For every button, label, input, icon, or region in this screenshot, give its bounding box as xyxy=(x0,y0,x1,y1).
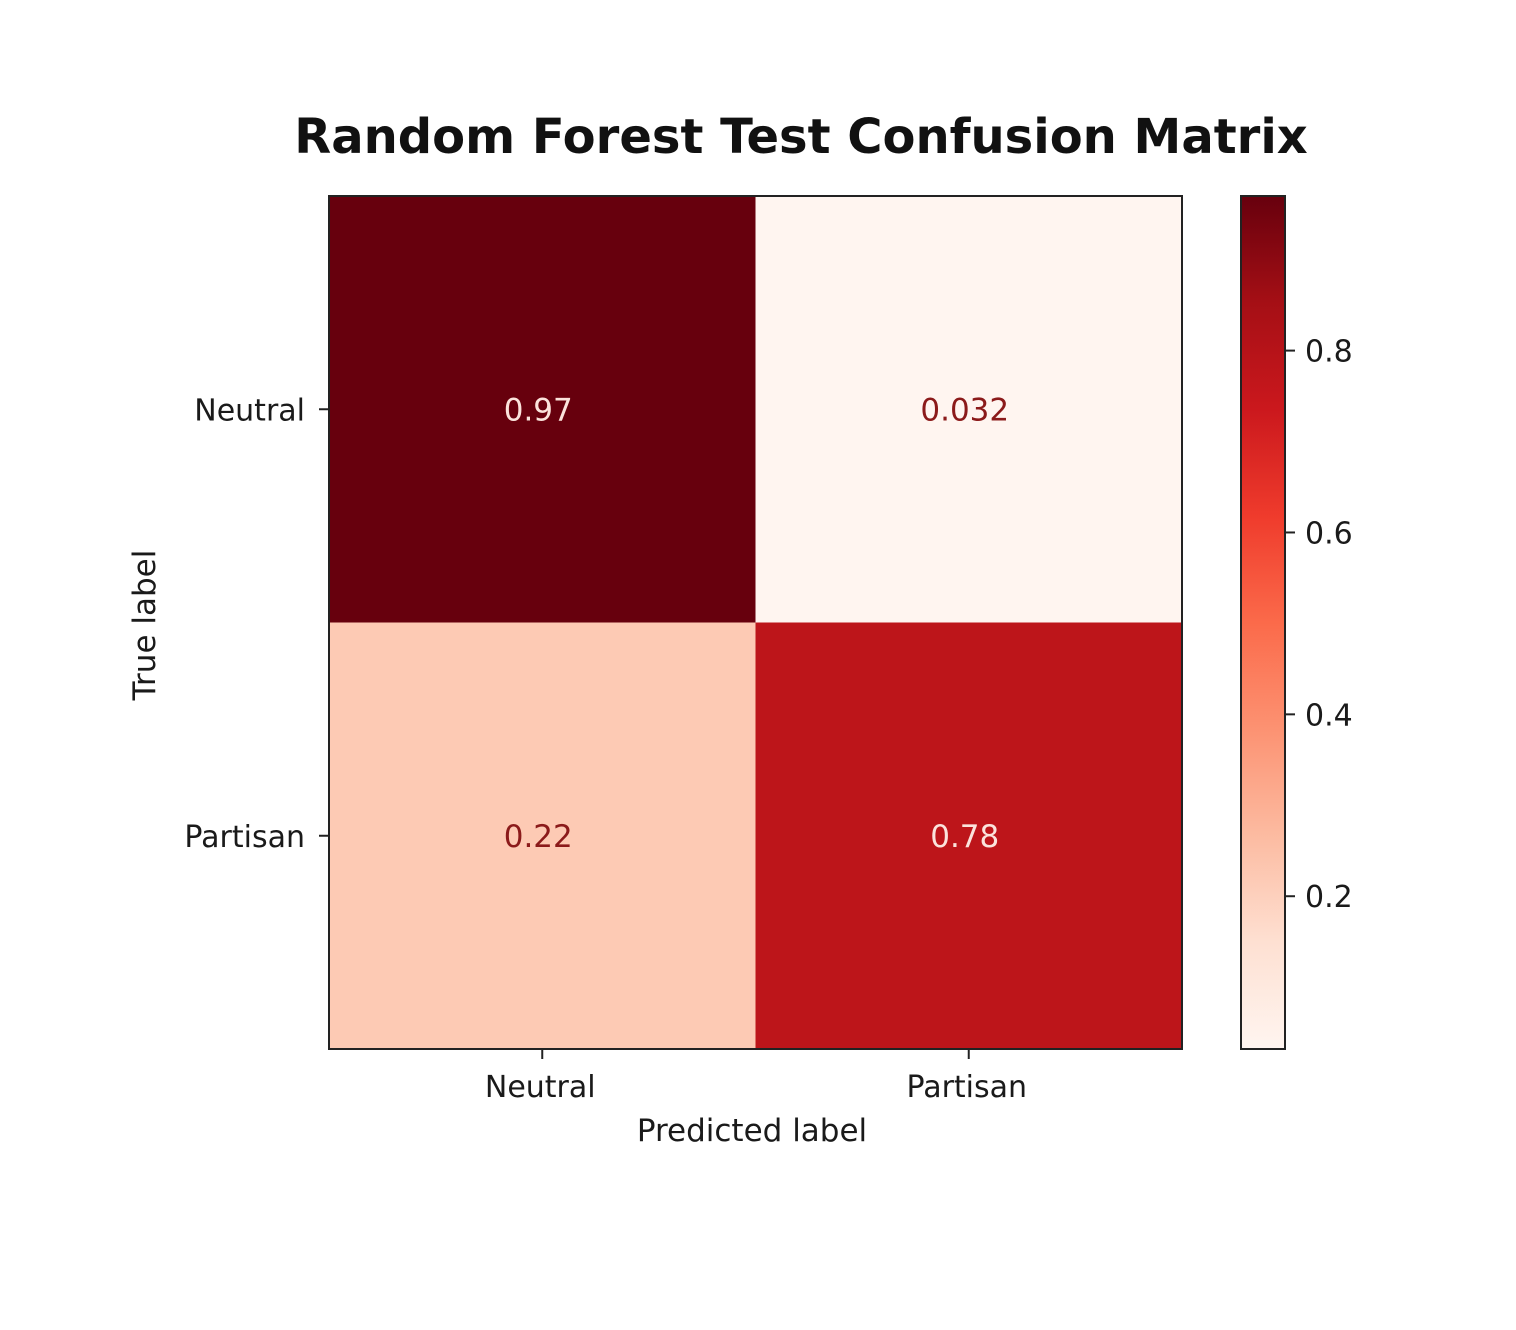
x-axis-label: Predicted label xyxy=(637,1113,867,1149)
x-tick-label: Neutral xyxy=(485,1070,596,1105)
matrix-frame xyxy=(328,195,1183,1050)
matrix-cell xyxy=(329,196,756,623)
y-tick-label: Neutral xyxy=(194,393,305,428)
y-tick-label: Partisan xyxy=(184,820,305,855)
cell-value-label: 0.032 xyxy=(920,392,1009,428)
matrix-cell xyxy=(329,622,756,1050)
y-axis-label: True label xyxy=(127,550,163,702)
colorbar-tick-label: 0.4 xyxy=(1305,698,1353,733)
cell-value-label: 0.22 xyxy=(504,819,573,855)
colorbar-tick-label: 0.6 xyxy=(1305,516,1353,551)
colorbar-tick-label: 0.8 xyxy=(1305,335,1353,370)
matrix-cell xyxy=(755,622,1183,1050)
x-tick-label: Partisan xyxy=(906,1070,1027,1105)
colorbar xyxy=(1240,195,1286,1050)
matrix-cell xyxy=(755,196,1183,623)
cell-value-label: 0.97 xyxy=(504,392,573,428)
colorbar-tick-label: 0.2 xyxy=(1305,880,1353,915)
cell-value-label: 0.78 xyxy=(930,819,999,855)
chart-title: Random Forest Test Confusion Matrix xyxy=(294,109,1308,165)
